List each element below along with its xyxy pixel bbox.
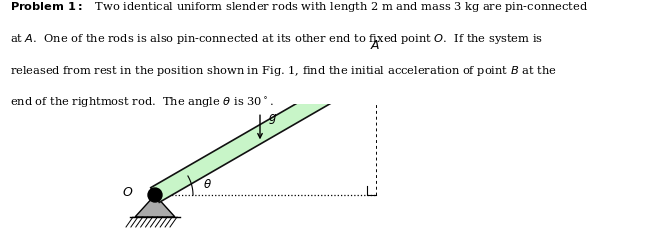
- Circle shape: [148, 188, 162, 202]
- Text: $\theta$: $\theta$: [203, 178, 212, 191]
- Polygon shape: [376, 59, 646, 76]
- Circle shape: [369, 60, 383, 74]
- Text: released from rest in the position shown in Fig. 1, find the initial acceleratio: released from rest in the position shown…: [10, 64, 556, 78]
- Text: $A$: $A$: [370, 38, 380, 51]
- Text: at $A$.  One of the rods is also pin-connected at its other end to fixed point $: at $A$. One of the rods is also pin-conn…: [10, 32, 543, 46]
- Text: $\mathbf{Problem\ 1:}$   Two identical uniform slender rods with length 2 m and : $\mathbf{Problem\ 1:}$ Two identical uni…: [10, 0, 588, 14]
- Polygon shape: [151, 60, 380, 202]
- Text: $g$: $g$: [268, 112, 277, 126]
- Text: $O$: $O$: [121, 186, 133, 199]
- Polygon shape: [135, 195, 175, 217]
- Text: end of the rightmost rod.  The angle $\theta$ is 30$^\circ$.: end of the rightmost rod. The angle $\th…: [10, 96, 274, 110]
